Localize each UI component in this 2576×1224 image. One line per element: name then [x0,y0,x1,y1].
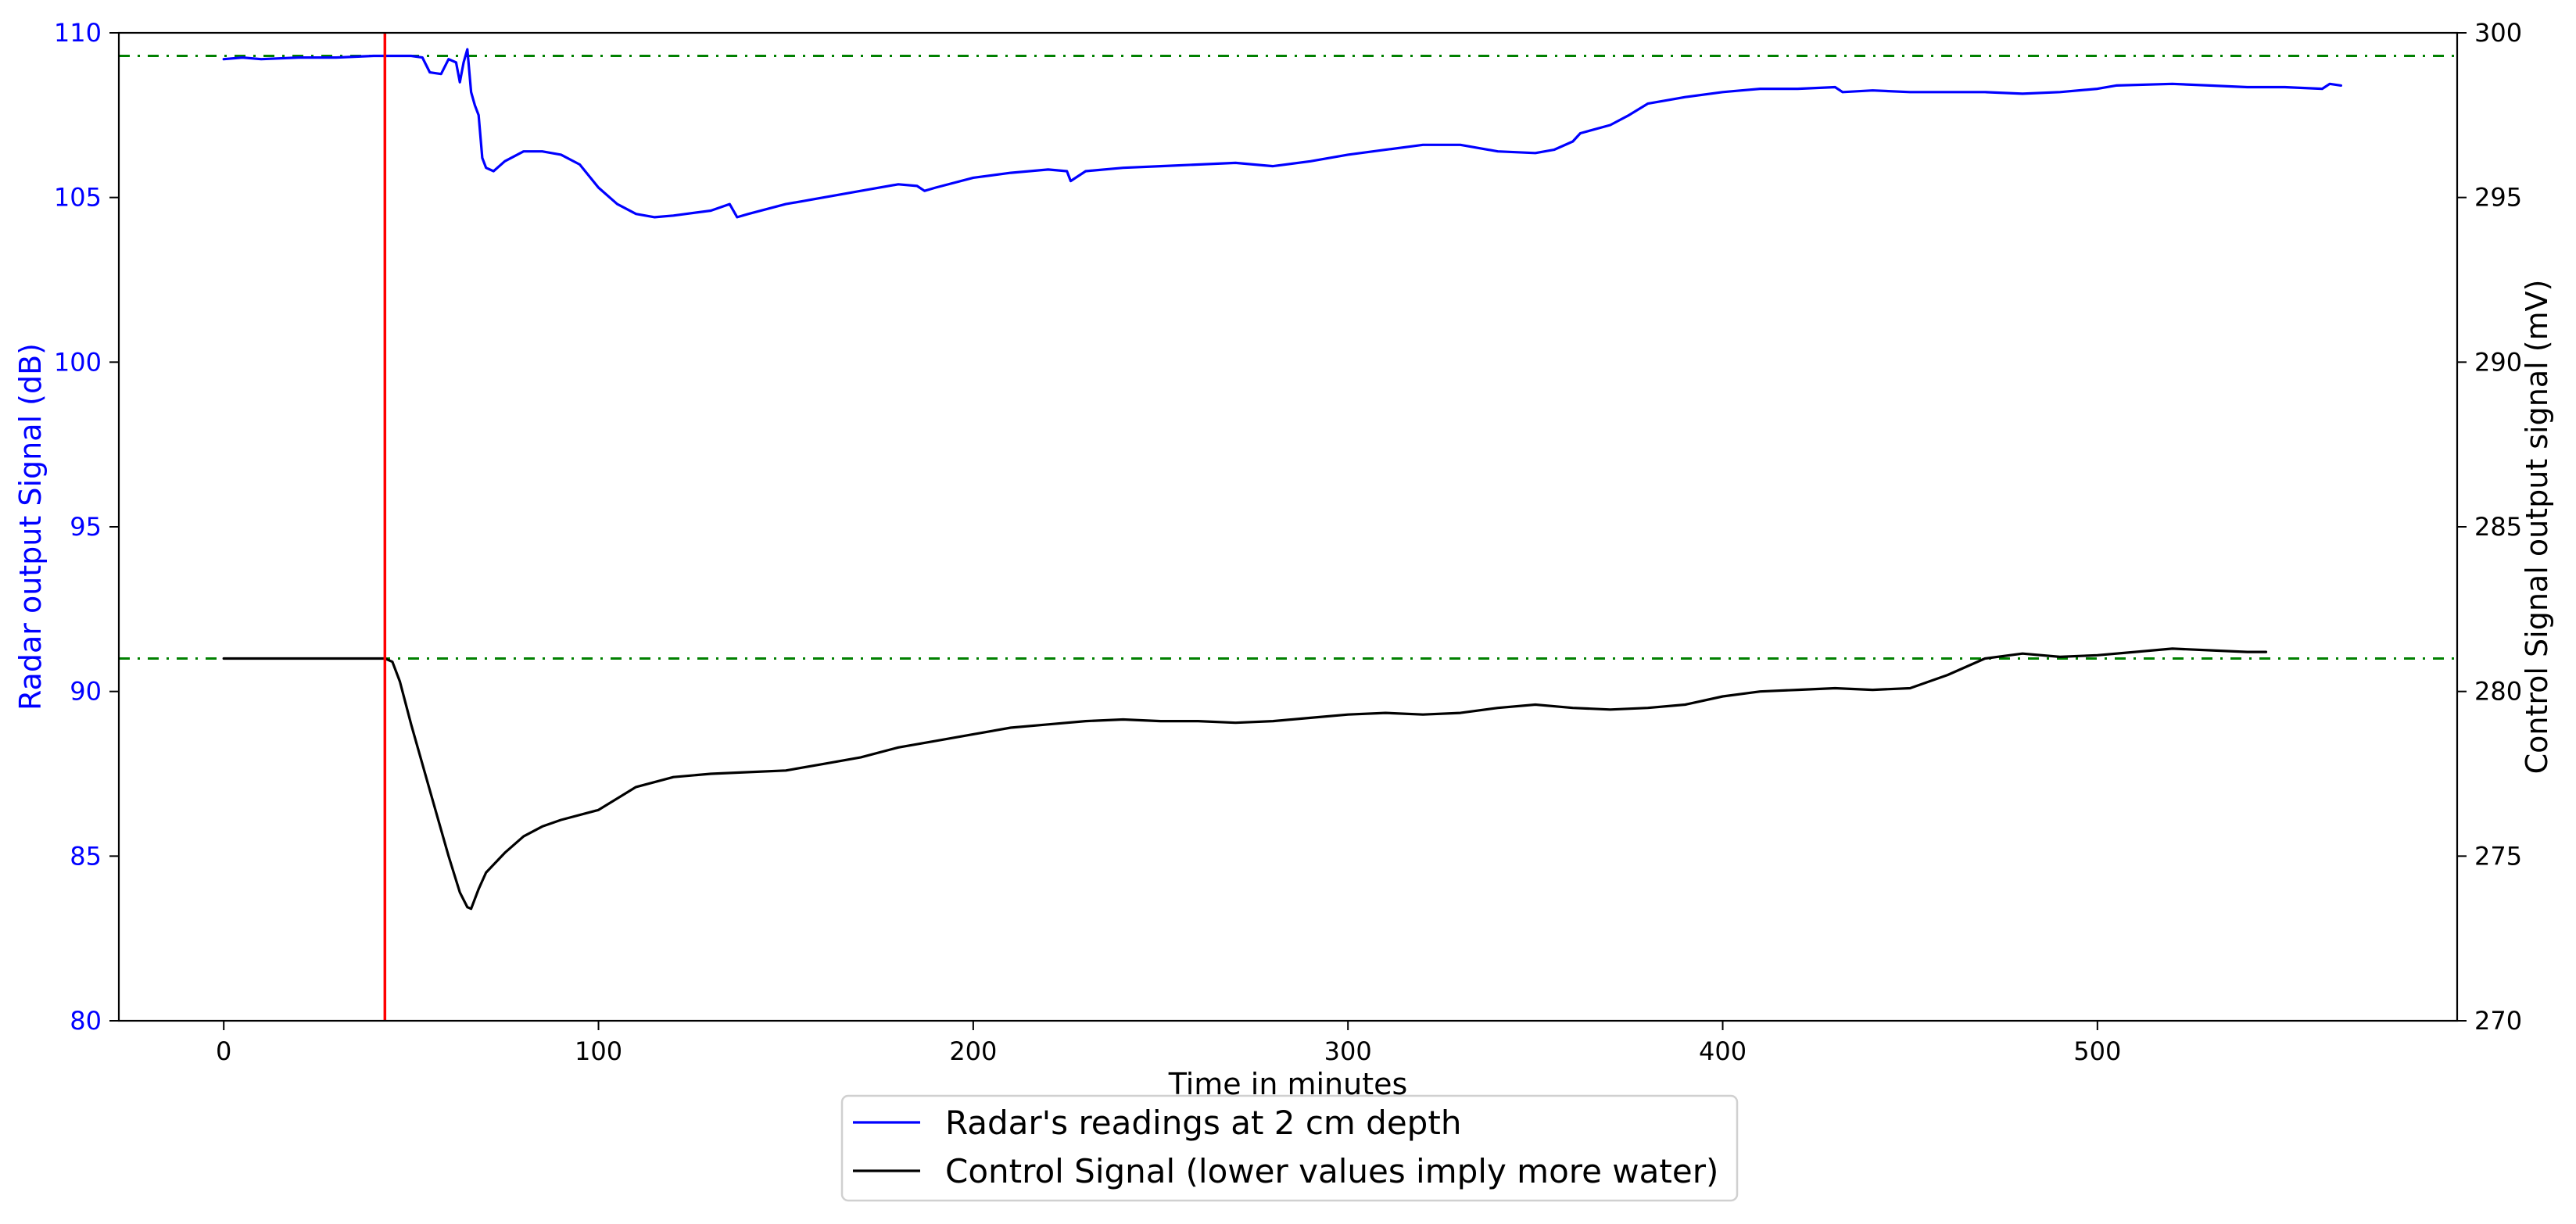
left-y-axis-label: Radar output Signal (dB) [13,343,48,710]
reference-lines [119,54,2457,660]
left-y-tick-label: 105 [54,183,102,213]
x-tick-label: 200 [949,1036,997,1066]
x-tick-label: 300 [1324,1036,1372,1066]
x-tick-label: 500 [2073,1036,2121,1066]
right-y-tick-label: 275 [2474,841,2522,871]
plot-area-frame [117,31,2459,1022]
right-y-tick-label: 295 [2474,183,2522,213]
radar-series-line [222,48,2342,219]
left-y-axis-ticks: 80 85 90 95 100 105 110 [54,18,119,1036]
legend-box [840,1094,1739,1202]
right-y-axis-label: Control Signal output signal (mV) [2520,280,2554,775]
plot-series [222,48,2342,911]
left-y-tick-label: 80 [70,1006,102,1036]
x-tick-label: 0 [216,1036,231,1066]
right-y-tick-label: 290 [2474,347,2522,377]
left-y-tick-label: 110 [54,18,102,48]
legend: Radar's readings at 2 cm depth Control S… [840,1094,1739,1202]
x-tick-label: 400 [1699,1036,1747,1066]
x-axis-ticks: 0 100 200 300 400 500 [216,1021,2121,1066]
left-y-tick-label: 90 [70,677,102,707]
control-signal-series-line [222,647,2268,911]
x-tick-label: 100 [575,1036,622,1066]
legend-entry-radar: Radar's readings at 2 cm depth [945,1104,1461,1142]
right-y-tick-label: 280 [2474,677,2522,707]
right-y-tick-label: 300 [2474,18,2522,48]
right-y-tick-label: 285 [2474,512,2522,542]
left-y-tick-label: 100 [54,347,102,377]
legend-entry-control: Control Signal (lower values imply more … [945,1152,1718,1190]
right-y-axis-ticks: 270 275 280 285 290 295 300 [2457,18,2522,1036]
right-y-tick-label: 270 [2474,1006,2522,1036]
left-y-tick-label: 95 [70,512,102,542]
left-y-tick-label: 85 [70,841,102,871]
